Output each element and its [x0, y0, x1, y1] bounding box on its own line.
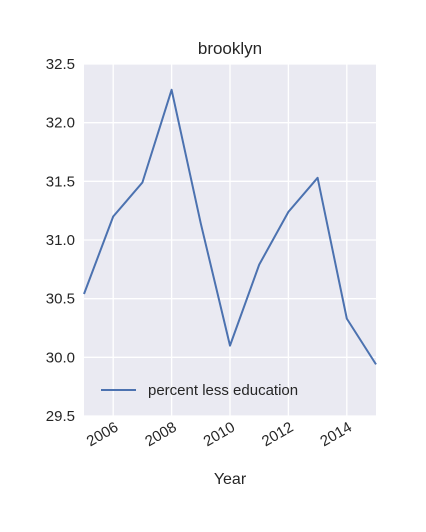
- legend: percent less education: [101, 382, 298, 399]
- grid-lines: [84, 63, 376, 417]
- x-axis-label: Year: [214, 471, 247, 488]
- series-group: [83, 88, 377, 365]
- y-tick-label: 30.5: [46, 291, 75, 308]
- x-tick-label: 2010: [201, 419, 238, 450]
- chart-title: brooklyn: [198, 39, 262, 58]
- x-tick-label: 2006: [84, 419, 121, 450]
- x-tick-label: 2014: [317, 419, 354, 450]
- y-tick-labels: 29.5 30.0 30.5 31.0 31.5 32.0 32.5: [46, 56, 75, 425]
- x-tick-label: 2012: [259, 419, 296, 450]
- y-tick-label: 29.5: [46, 408, 75, 425]
- y-tick-label: 30.0: [46, 349, 75, 366]
- y-tick-label: 31.5: [46, 173, 75, 190]
- x-tick-label: 2008: [142, 419, 179, 450]
- y-tick-label: 32.0: [46, 115, 75, 132]
- y-tick-label: 32.5: [46, 56, 75, 73]
- y-tick-label: 31.0: [46, 232, 75, 249]
- x-tick-labels: 2006 2008 2010 2012 2014: [84, 419, 355, 450]
- legend-label: percent less education: [148, 382, 298, 399]
